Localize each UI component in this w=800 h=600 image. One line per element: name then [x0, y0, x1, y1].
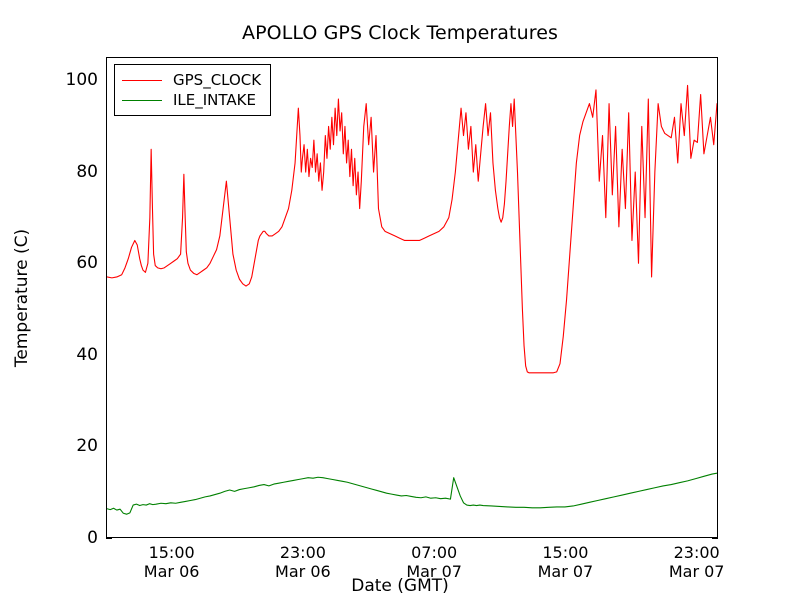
legend-label-ile-intake: ILE_INTAKE	[173, 91, 256, 109]
y-tick-label: 100	[65, 69, 98, 90]
x-axis-label: Date (GMT)	[351, 576, 449, 596]
y-tick-label: 20	[76, 436, 98, 457]
x-tick-label: 23:00 Mar 06	[275, 543, 331, 581]
legend-label-gps-clock: GPS_CLOCK	[173, 71, 262, 89]
series-line-ile-intake	[107, 472, 717, 515]
legend: GPS_CLOCK ILE_INTAKE	[114, 64, 272, 116]
legend-entry-ile-intake: ILE_INTAKE	[122, 90, 261, 110]
y-tick-label: 80	[76, 161, 98, 182]
x-tick-label: 07:00 Mar 07	[406, 543, 462, 581]
plot-canvas	[107, 84, 717, 515]
series-line-gps-clock	[107, 84, 717, 374]
x-tick-label: 15:00 Mar 07	[537, 543, 594, 581]
x-tick-label: 15:00 Mar 06	[143, 543, 200, 581]
y-tick-label: 0	[87, 528, 98, 548]
chart-title: APOLLO GPS Clock Temperatures	[242, 22, 558, 44]
x-tick-label: 23:00 Mar 07	[668, 543, 725, 581]
y-axis-label: Temperature (C)	[12, 228, 32, 368]
y-tick-label: 40	[76, 344, 98, 365]
legend-swatch-ile-intake	[122, 99, 162, 101]
legend-entry-gps-clock: GPS_CLOCK	[122, 70, 261, 90]
y-tick-label: 60	[76, 253, 98, 274]
plot-area	[106, 57, 718, 538]
legend-swatch-gps-clock	[122, 79, 162, 81]
